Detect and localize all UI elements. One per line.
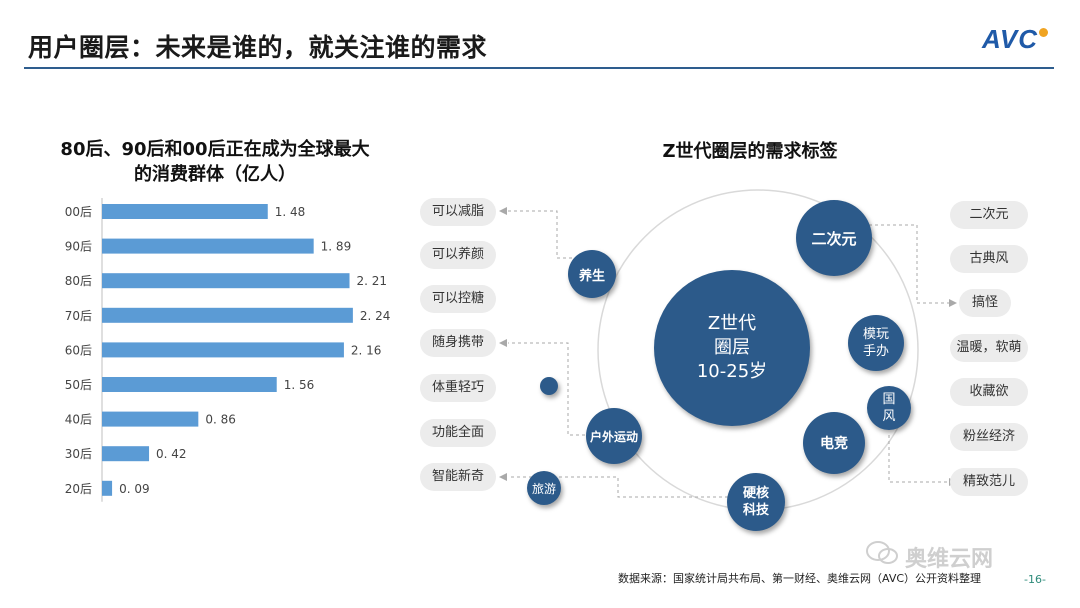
avc-logo: AVC bbox=[982, 24, 1048, 55]
bubble-label: 电竞 bbox=[820, 436, 848, 452]
tag-diagram-title: Z世代圈层的需求标签 bbox=[662, 141, 838, 162]
small-dot-bubble bbox=[540, 377, 558, 395]
page-title: 用户圈层：未来是谁的，就关注谁的需求 bbox=[28, 33, 488, 62]
bubble-huwai: 户外运动 bbox=[586, 408, 642, 464]
footer-source: 数据来源：国家统计局共布局、第一财经、奥维云网（AVC）公开资料整理 bbox=[618, 572, 982, 585]
bar bbox=[102, 238, 314, 254]
category-label: 70后 bbox=[65, 309, 92, 323]
tag-pill-right: 古典风 bbox=[950, 245, 1028, 273]
tag-pill-right: 收藏欲 bbox=[950, 378, 1028, 406]
tag-pill-left: 可以控糖 bbox=[420, 285, 496, 313]
arrow-head-icon bbox=[499, 473, 507, 481]
tag-pill-right: 温暖，软萌 bbox=[950, 334, 1028, 362]
bar-chart-title-line2: 的消费群体（亿人） bbox=[134, 164, 296, 185]
value-label: 1. 89 bbox=[321, 240, 352, 254]
category-label: 50后 bbox=[65, 378, 92, 392]
tag-pill-left: 可以养颜 bbox=[420, 241, 496, 269]
tag-pill-left: 随身携带 bbox=[420, 329, 496, 357]
bar bbox=[102, 342, 344, 358]
bubble-label: 科技 bbox=[742, 503, 769, 518]
tag-pill-left: 智能新奇 bbox=[420, 463, 496, 491]
value-label: 1. 56 bbox=[284, 378, 315, 392]
connector-guofeng bbox=[888, 435, 950, 483]
value-label: 2. 16 bbox=[351, 343, 382, 357]
center-bubble: Z世代 圈层 10-25岁 bbox=[654, 270, 810, 426]
bar-chart: 00后 1. 48 90后 1. 89 80后 2. 21 70后 2. 24 60后 2. 16… bbox=[65, 198, 391, 502]
value-label: 0. 42 bbox=[156, 447, 187, 461]
connector-lines bbox=[508, 210, 950, 498]
tag-pill-left: 功能全面 bbox=[420, 419, 496, 447]
category-label: 00后 bbox=[65, 205, 92, 219]
center-line3: 10-25岁 bbox=[696, 361, 768, 382]
category-label: 40后 bbox=[65, 413, 92, 427]
arrow-head-icon bbox=[949, 299, 957, 307]
bubble-label: 国 bbox=[882, 392, 896, 407]
bubble-label: 二次元 bbox=[811, 229, 857, 248]
bubble-erciyuan: 二次元 bbox=[796, 200, 872, 276]
bubble-label: 旅游 bbox=[531, 481, 556, 496]
page-number: -16- bbox=[1024, 573, 1046, 586]
bubble-yangsheng: 养生 bbox=[568, 250, 616, 298]
bar bbox=[102, 204, 268, 219]
arrow-head-icon bbox=[499, 207, 507, 215]
category-label: 20后 bbox=[65, 482, 92, 496]
bar bbox=[102, 273, 350, 289]
bubble-lvyou: 旅游 bbox=[527, 471, 561, 505]
category-label: 30后 bbox=[65, 447, 92, 461]
connector-huwai bbox=[508, 342, 597, 436]
wechat-icon bbox=[866, 541, 898, 564]
bubble-mowan: 模玩 手办 bbox=[848, 315, 904, 371]
value-label: 1. 48 bbox=[275, 205, 306, 219]
tag-pill-right: 搞怪 bbox=[959, 289, 1011, 317]
bar-chart-title: 80后、90后和00后正在成为全球最大 的消费群体（亿人） bbox=[40, 137, 390, 187]
tag-pill-left: 体重轻巧 bbox=[420, 374, 496, 402]
category-label: 60后 bbox=[65, 343, 92, 357]
bubble-label: 户外运动 bbox=[589, 429, 638, 444]
bar bbox=[102, 307, 353, 323]
category-label: 90后 bbox=[65, 240, 92, 254]
center-line2: 圈层 bbox=[714, 337, 750, 358]
tag-pill-left: 可以减脂 bbox=[420, 198, 496, 226]
title-divider bbox=[24, 67, 1054, 69]
bubble-dianjing: 电竞 bbox=[803, 412, 865, 474]
connector-yinghe bbox=[508, 476, 740, 498]
value-label: 2. 24 bbox=[360, 309, 391, 323]
value-label: 0. 86 bbox=[205, 413, 236, 427]
bar-chart-title-line1: 80后、90后和00后正在成为全球最大 bbox=[60, 139, 370, 160]
bubble-yinghe: 硬核 科技 bbox=[727, 473, 785, 531]
watermark-text: 奥维云网 bbox=[905, 547, 994, 572]
connector-erciyuan bbox=[845, 224, 950, 304]
bubble-label: 硬核 bbox=[742, 486, 769, 501]
bar bbox=[102, 411, 199, 427]
logo-dot-icon bbox=[1038, 28, 1048, 37]
tag-pill-right: 粉丝经济 bbox=[950, 423, 1028, 451]
bar bbox=[102, 480, 113, 496]
bar bbox=[102, 377, 277, 392]
center-line1: Z世代 bbox=[707, 313, 757, 334]
bubble-label: 养生 bbox=[578, 268, 605, 284]
category-label: 80后 bbox=[65, 274, 92, 288]
bubble-label: 模玩 bbox=[862, 327, 889, 342]
bar bbox=[102, 446, 150, 462]
bubble-label: 风 bbox=[882, 409, 896, 424]
logo-text: AVC bbox=[982, 24, 1038, 54]
bubble-label: 手办 bbox=[862, 344, 889, 359]
tag-pill-right: 精致范儿 bbox=[950, 468, 1028, 496]
bubble-guofeng: 国 风 bbox=[867, 386, 911, 430]
arrow-head-icon bbox=[499, 339, 507, 347]
value-label: 0. 09 bbox=[119, 482, 150, 496]
value-label: 2. 21 bbox=[357, 274, 388, 288]
tag-pill-right: 二次元 bbox=[950, 201, 1028, 229]
